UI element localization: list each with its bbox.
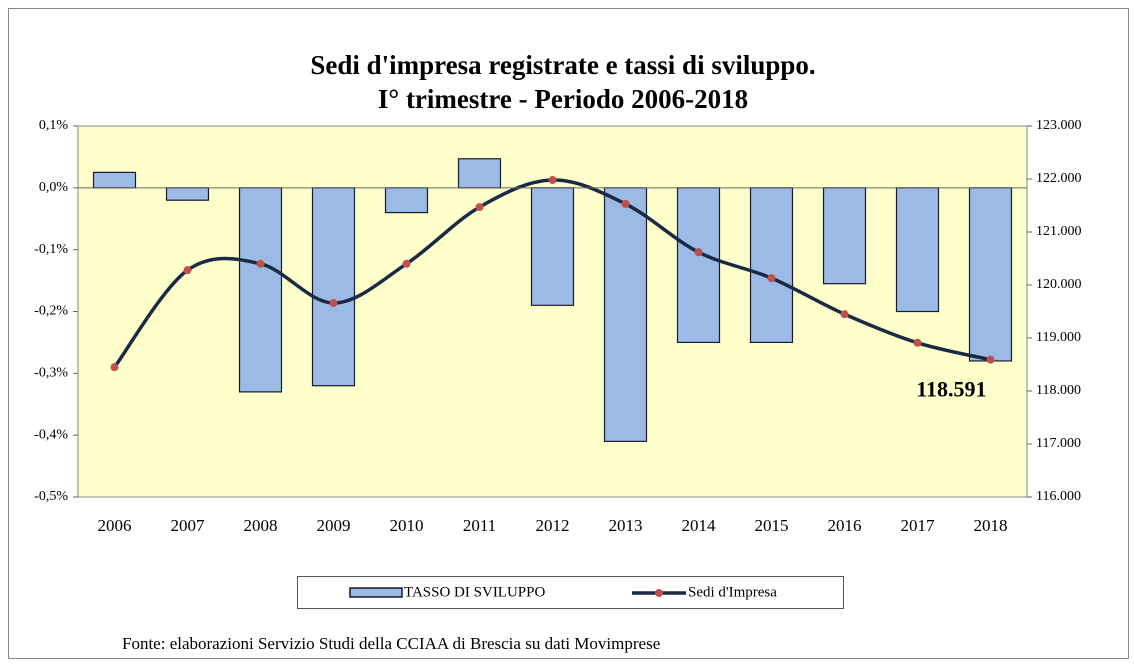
chart-title: Sedi d'impresa registrate e tassi di svi… bbox=[310, 50, 815, 80]
x-tick-label: 2012 bbox=[536, 516, 570, 535]
legend-label: TASSO DI SVILUPPO bbox=[404, 584, 545, 600]
y2-tick-label: 120.000 bbox=[1036, 277, 1082, 292]
y2-tick-label: 121.000 bbox=[1036, 224, 1082, 239]
line-marker bbox=[767, 274, 776, 283]
y2-tick-label: 117.000 bbox=[1036, 436, 1081, 451]
legend-label: Sedi d'Impresa bbox=[688, 584, 777, 600]
line-marker bbox=[183, 266, 192, 275]
x-tick-label: 2006 bbox=[98, 516, 132, 535]
bar bbox=[749, 187, 794, 344]
line-marker bbox=[548, 176, 557, 185]
source-note: Fonte: elaborazioni Servizio Studi della… bbox=[122, 634, 660, 653]
line-marker bbox=[402, 259, 411, 268]
legend-marker bbox=[655, 589, 663, 597]
y-tick-label: -0,3% bbox=[34, 366, 68, 381]
line-marker bbox=[621, 199, 630, 208]
y-tick-label: 0,0% bbox=[39, 180, 69, 195]
line-marker bbox=[110, 363, 119, 372]
line-marker bbox=[329, 299, 338, 308]
y2-tick-label: 119.000 bbox=[1036, 330, 1081, 345]
chart-title: I° trimestre - Periodo 2006-2018 bbox=[378, 84, 748, 114]
line-marker bbox=[475, 203, 484, 212]
bar bbox=[895, 187, 940, 313]
x-tick-label: 2014 bbox=[682, 516, 717, 535]
line-marker bbox=[840, 310, 849, 319]
y2-tick-label: 122.000 bbox=[1036, 171, 1082, 186]
bar bbox=[92, 171, 137, 189]
y2-tick-label: 118.000 bbox=[1036, 383, 1081, 398]
bar bbox=[603, 187, 648, 442]
y-tick-label: -0,5% bbox=[34, 489, 68, 504]
x-tick-label: 2009 bbox=[317, 516, 351, 535]
line-marker bbox=[694, 248, 703, 257]
x-tick-label: 2013 bbox=[609, 516, 643, 535]
y-tick-label: -0,1% bbox=[34, 242, 68, 257]
x-tick-label: 2017 bbox=[901, 516, 936, 535]
bar bbox=[457, 158, 502, 189]
y-tick-label: -0,4% bbox=[34, 427, 68, 442]
y2-tick-label: 116.000 bbox=[1036, 489, 1081, 504]
legend-swatch bbox=[349, 587, 403, 598]
y-tick-label: -0,2% bbox=[34, 304, 68, 319]
bar bbox=[530, 187, 575, 306]
y-tick-label: 0,1% bbox=[39, 118, 69, 133]
bar bbox=[676, 187, 721, 344]
x-tick-label: 2016 bbox=[828, 516, 862, 535]
bar bbox=[822, 187, 867, 285]
x-tick-label: 2010 bbox=[390, 516, 424, 535]
x-tick-label: 2018 bbox=[974, 516, 1008, 535]
x-tick-label: 2008 bbox=[244, 516, 278, 535]
x-tick-label: 2007 bbox=[171, 516, 206, 535]
bar bbox=[384, 187, 429, 214]
line-marker bbox=[986, 355, 995, 364]
y2-tick-label: 123.000 bbox=[1036, 118, 1082, 133]
data-label: 118.591 bbox=[916, 377, 986, 402]
bar bbox=[238, 187, 283, 393]
x-tick-label: 2015 bbox=[755, 516, 789, 535]
line-marker bbox=[256, 259, 265, 268]
bar bbox=[968, 187, 1013, 362]
x-tick-label: 2011 bbox=[463, 516, 496, 535]
bar bbox=[311, 187, 356, 387]
bar bbox=[165, 187, 210, 201]
line-marker bbox=[913, 338, 922, 347]
